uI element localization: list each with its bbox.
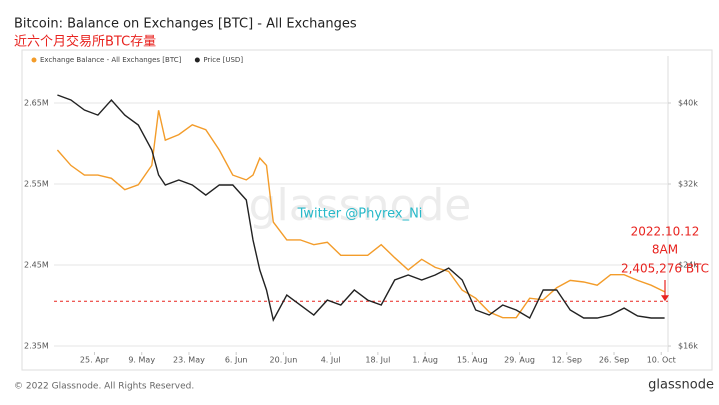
y-tick-label: 2.55M (24, 179, 49, 188)
x-tick-label: 6. Jun (225, 356, 248, 365)
x-tick-label: 1. Aug (412, 356, 438, 365)
x-tick-label: 25. Apr (80, 356, 110, 365)
chart-title: Bitcoin: Balance on Exchanges [BTC] - Al… (14, 17, 357, 32)
annotation-time: 8AM (652, 243, 678, 257)
annotation-label: 2,405,276 BTC (621, 262, 709, 276)
chart-subtitle: 近六个月交易所BTC存量 (14, 34, 156, 50)
credit: Twitter @Phyrex_Ni (297, 207, 423, 222)
series-line (57, 94, 665, 322)
x-tick-label: 10. Oct (647, 356, 676, 365)
y-tick-label: 2.35M (24, 342, 49, 351)
x-tick-label: 23. May (173, 356, 205, 365)
footer: © 2022 Glassnode. All Rights Reserved. (14, 382, 194, 392)
x-tick-label: 4. Jul (321, 356, 341, 365)
x-tick-label: 9. May (128, 356, 155, 365)
y2-tick-label: $24k (678, 261, 698, 270)
annotation-date: 2022.10.12 (631, 225, 700, 239)
x-tick-label: 18. Jul (365, 356, 390, 365)
y2-tick-label: $40k (678, 99, 698, 108)
x-tick-label: 29. Aug (504, 356, 535, 365)
y-tick-label: 2.65M (24, 98, 49, 107)
x-tick-label: 15. Aug (457, 356, 488, 365)
chart-frame (21, 49, 713, 371)
y2-tick-label: $16k (678, 342, 698, 351)
legend-label: Price [USD] (203, 56, 243, 64)
legend-marker (31, 57, 37, 63)
x-tick-label: 26. Sep (599, 356, 629, 365)
x-tick-label: 12. Sep (552, 356, 582, 365)
watermark: glassnode (249, 180, 472, 231)
y2-tick-label: $32k (678, 180, 698, 189)
legend-label: Exchange Balance - All Exchanges [BTC] (40, 56, 182, 64)
x-tick-label: 20. Jun (270, 356, 298, 365)
y-tick-label: 2.45M (24, 260, 49, 269)
annotation-arrowhead (661, 295, 669, 302)
logo: glassnode (648, 378, 714, 393)
series-line (56, 110, 665, 319)
legend-marker (194, 57, 200, 63)
